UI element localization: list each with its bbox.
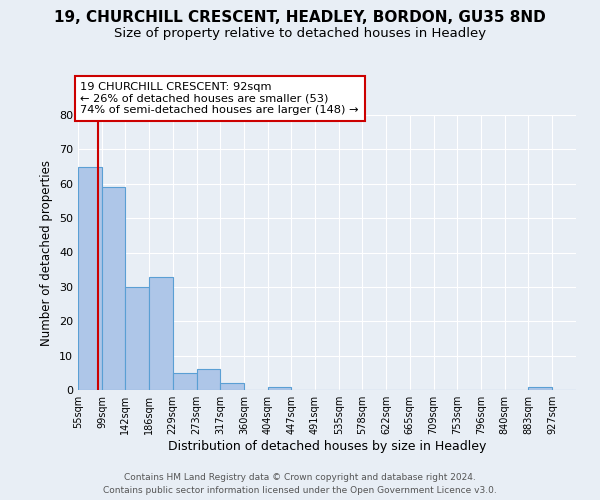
Y-axis label: Number of detached properties: Number of detached properties bbox=[40, 160, 53, 346]
Bar bbox=[528, 386, 552, 390]
X-axis label: Distribution of detached houses by size in Headley: Distribution of detached houses by size … bbox=[168, 440, 486, 453]
Bar bbox=[268, 386, 291, 390]
Text: Contains public sector information licensed under the Open Government Licence v3: Contains public sector information licen… bbox=[103, 486, 497, 495]
Bar bbox=[102, 187, 125, 390]
Bar bbox=[149, 276, 173, 390]
Bar bbox=[173, 373, 197, 390]
Text: Size of property relative to detached houses in Headley: Size of property relative to detached ho… bbox=[114, 28, 486, 40]
Bar bbox=[78, 166, 102, 390]
Text: 19 CHURCHILL CRESCENT: 92sqm
← 26% of detached houses are smaller (53)
74% of se: 19 CHURCHILL CRESCENT: 92sqm ← 26% of de… bbox=[80, 82, 359, 115]
Text: Contains HM Land Registry data © Crown copyright and database right 2024.: Contains HM Land Registry data © Crown c… bbox=[124, 472, 476, 482]
Bar bbox=[197, 370, 220, 390]
Bar bbox=[220, 383, 244, 390]
Bar bbox=[125, 287, 149, 390]
Text: 19, CHURCHILL CRESCENT, HEADLEY, BORDON, GU35 8ND: 19, CHURCHILL CRESCENT, HEADLEY, BORDON,… bbox=[54, 10, 546, 25]
